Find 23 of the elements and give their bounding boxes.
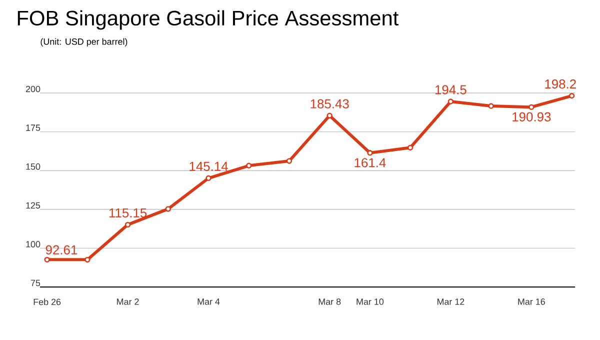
data-label: 92.61 [46, 245, 78, 254]
data-label: 185.43 [310, 99, 349, 108]
data-label: 115.15 [109, 208, 147, 218]
x-tick-label: Mar 2 [117, 298, 139, 305]
y-tick-label: 200 [26, 86, 40, 92]
x-tick-label: Feb 26 [34, 298, 61, 306]
y-tick-label: 125 [26, 202, 40, 209]
y-tick-label: 175 [26, 124, 40, 131]
x-tick-label: Mar 16 [518, 298, 545, 305]
x-tick-label: Mar 10 [356, 298, 384, 305]
y-tick-label: 150 [26, 163, 40, 170]
y-tick-label: 75 [30, 280, 40, 286]
data-label: 145.14 [190, 162, 228, 171]
data-label: 194.5 [435, 85, 466, 94]
data-label: 190.93 [512, 112, 551, 122]
x-tick-label: Mar 4 [198, 298, 220, 305]
chart-title: FOB Singapore Gasoil Price Assessment [18, 10, 399, 30]
chart-subtitle: (Unit: USD per barrel) [40, 38, 128, 47]
data-label: 161.4 [354, 158, 386, 168]
x-tick-label: Mar 12 [437, 298, 464, 305]
data-label: 198.2 [545, 79, 576, 89]
x-tick-label: Mar 8 [318, 298, 341, 305]
y-tick-label: 100 [26, 241, 40, 248]
